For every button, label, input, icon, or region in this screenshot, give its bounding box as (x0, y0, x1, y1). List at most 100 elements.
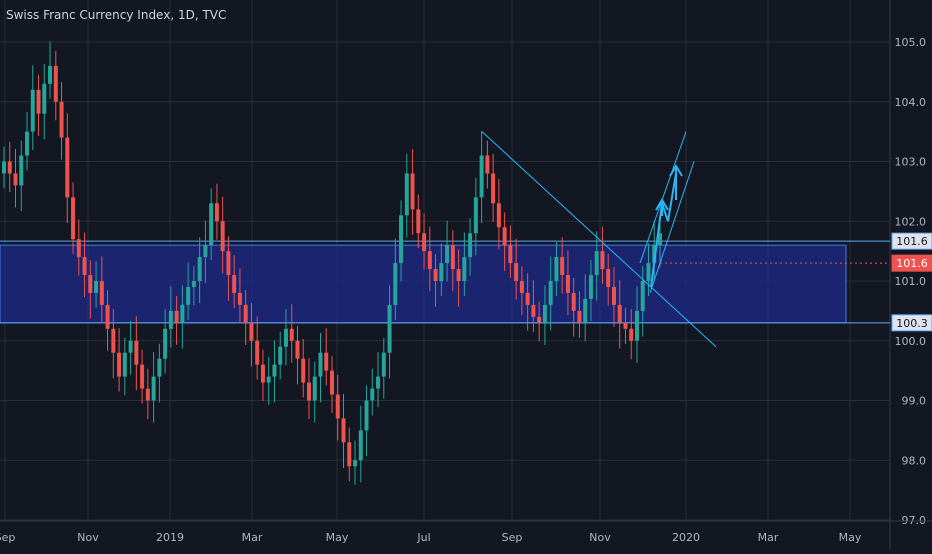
candle-body (347, 442, 352, 467)
candle-body (491, 173, 496, 204)
candle-body (42, 83, 47, 114)
candle-body (456, 269, 461, 281)
candle-body (266, 376, 271, 383)
candle-body (191, 281, 196, 287)
y-tick-label: 99.0 (902, 395, 927, 408)
candle-body (25, 131, 30, 156)
x-tick-label: Nov (77, 531, 99, 544)
y-tick-label: 103.0 (895, 156, 927, 169)
candle-body (387, 304, 392, 353)
candle-body (88, 275, 93, 293)
candle-body (445, 245, 450, 264)
candle-body (237, 292, 242, 305)
candle-body (623, 322, 628, 329)
price-tag-label: 100.3 (896, 317, 928, 330)
candle-body (203, 245, 208, 258)
candle-body (7, 161, 12, 174)
candle-body (36, 89, 41, 114)
candle-body (646, 263, 651, 281)
candle-body (652, 245, 657, 264)
zone-price-tag (891, 232, 932, 250)
candle-body (617, 304, 622, 323)
candle-body (128, 340, 133, 353)
candle-body (19, 155, 24, 186)
candle-body (59, 101, 64, 138)
candle-body (186, 286, 191, 305)
projected-path (650, 173, 677, 288)
candle-body (422, 233, 427, 252)
candle-body (301, 358, 306, 383)
channel-upper-line (639, 131, 687, 264)
candle-body (658, 233, 662, 246)
candle-body (410, 173, 415, 210)
candle-body (312, 376, 317, 401)
x-tick-label: 2020 (672, 531, 700, 544)
support-resistance-zone (0, 244, 847, 324)
candle-body (65, 137, 70, 198)
candle-body (226, 251, 231, 276)
candle-body (243, 304, 248, 323)
candle-body (502, 227, 507, 246)
candle-body (134, 340, 139, 365)
candle-body (278, 346, 283, 365)
candle-body (519, 281, 524, 293)
x-tick-label: May (326, 531, 349, 544)
candle-body (634, 310, 639, 341)
candle-body (214, 203, 219, 222)
candle-body (531, 304, 536, 317)
y-tick-label: 102.0 (895, 215, 927, 228)
candle-body (94, 281, 99, 293)
x-tick-label: Sep (502, 531, 523, 544)
candle-body (324, 352, 329, 371)
x-tick-label: Mar (242, 531, 263, 544)
descending-trendline (481, 131, 717, 348)
candle-body (640, 281, 645, 311)
candle-body (577, 310, 582, 323)
zone-price-tag (891, 314, 932, 332)
candle-body (111, 328, 116, 353)
candle-body (289, 328, 294, 341)
candle-body (404, 173, 409, 216)
candle-body (600, 251, 605, 270)
candle-body (151, 376, 156, 401)
candle-body (560, 257, 565, 276)
candle-body (439, 263, 444, 281)
candle-body (525, 292, 530, 305)
candle-body (629, 328, 634, 341)
candle-body (232, 275, 237, 293)
candle-body (588, 275, 593, 299)
candle-body (537, 316, 542, 323)
candle-body (468, 233, 473, 258)
candle-body (583, 298, 588, 323)
candle-body (295, 340, 300, 359)
candle-body (450, 245, 455, 270)
candle-body (508, 245, 513, 264)
candle-body (76, 239, 81, 258)
candle-body (416, 209, 421, 234)
candle-body (376, 376, 381, 389)
channel-lower-line (649, 161, 695, 294)
candle-body (168, 310, 173, 329)
y-tick-label: 100.0 (895, 335, 927, 348)
candle-body (381, 352, 386, 377)
candle-body (82, 257, 87, 276)
candle-body (330, 370, 334, 395)
candle-body (197, 257, 202, 281)
candle-body (174, 310, 179, 323)
candle-body (353, 460, 358, 467)
candle-body (283, 328, 288, 347)
candle-body (318, 352, 323, 377)
candle-body (209, 203, 214, 246)
x-tick-label: 2019 (156, 531, 184, 544)
candle-body (594, 251, 599, 276)
candle-body (571, 292, 576, 311)
last-price-tag (891, 254, 932, 272)
candle-body (554, 257, 559, 281)
candle-body (249, 322, 254, 341)
candle-body (427, 251, 432, 270)
candle-body (496, 203, 501, 228)
candle-body (180, 304, 185, 323)
chart-title: Swiss Franc Currency Index, 1D, TVC (6, 8, 227, 22)
